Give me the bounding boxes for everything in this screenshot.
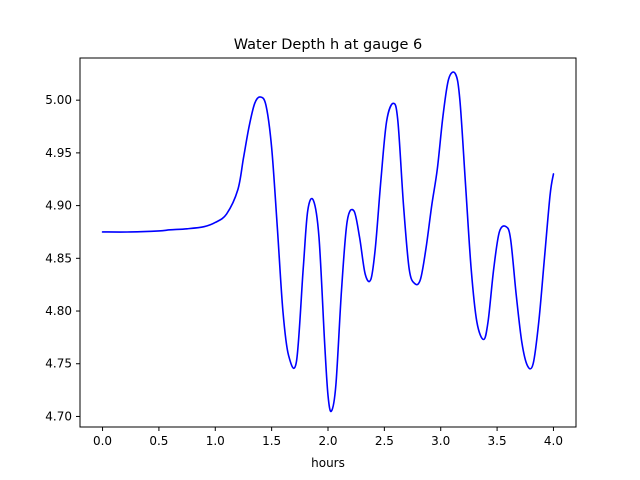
series-line-0 bbox=[101, 71, 555, 413]
y-tick-label: 4.95 bbox=[45, 146, 72, 160]
y-tick-label: 4.75 bbox=[45, 357, 72, 371]
x-tick-label: 1.0 bbox=[206, 434, 225, 448]
x-tick-label: 2.0 bbox=[318, 434, 337, 448]
x-tick-label: 4.0 bbox=[544, 434, 563, 448]
y-axis: 4.70 4.75 4.80 4.85 4.90 4.95 5.00 bbox=[45, 93, 80, 423]
plot-area bbox=[101, 71, 555, 413]
y-tick-label: 4.85 bbox=[45, 251, 72, 265]
x-tick-label: 0.5 bbox=[149, 434, 168, 448]
y-tick-label: 4.80 bbox=[45, 304, 72, 318]
x-tick-label: 3.0 bbox=[431, 434, 450, 448]
x-axis: 0.0 0.5 1.0 1.5 2.0 2.5 3.0 3.5 4.0 bbox=[93, 427, 563, 448]
y-tick-label: 4.90 bbox=[45, 199, 72, 213]
x-tick-label: 2.5 bbox=[375, 434, 394, 448]
x-axis-label: hours bbox=[311, 456, 345, 470]
y-tick-label: 5.00 bbox=[45, 93, 72, 107]
x-tick-label: 1.5 bbox=[262, 434, 281, 448]
x-tick-label: 0.0 bbox=[93, 434, 112, 448]
chart-title: Water Depth h at gauge 6 bbox=[234, 37, 422, 53]
x-tick-label: 3.5 bbox=[488, 434, 507, 448]
y-tick-label: 4.70 bbox=[45, 409, 72, 423]
